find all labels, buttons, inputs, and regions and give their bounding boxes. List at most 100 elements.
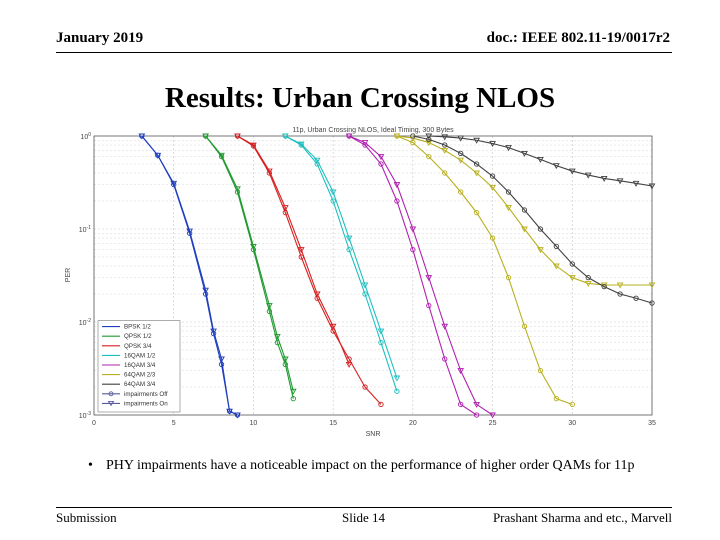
data-point [394, 198, 400, 204]
data-point [210, 328, 217, 335]
x-tick-label: 35 [648, 420, 656, 427]
data-point [521, 323, 528, 329]
data-point [218, 356, 225, 363]
data-point [202, 133, 209, 140]
data-point [569, 261, 575, 267]
data-point [202, 287, 209, 294]
data-point [601, 283, 607, 290]
data-point [378, 161, 384, 167]
data-point [234, 186, 241, 193]
data-point [632, 180, 640, 187]
legend-label: QPSK 3/4 [124, 343, 152, 350]
data-point [457, 157, 465, 164]
y-tick-label: 100 [80, 132, 91, 141]
data-point [297, 141, 305, 148]
data-point [346, 246, 352, 253]
data-point [537, 247, 544, 254]
data-point [441, 323, 449, 330]
data-point [393, 375, 401, 382]
data-point [218, 152, 225, 159]
data-point [568, 168, 576, 175]
series-line [412, 135, 653, 304]
data-point [345, 133, 353, 140]
data-point [410, 133, 416, 139]
data-point [489, 235, 496, 241]
data-point [553, 395, 559, 402]
data-point [648, 282, 656, 289]
data-point [393, 182, 401, 189]
footer-author: Prashant Sharma and etc., Marvell [492, 510, 672, 525]
data-point [584, 280, 592, 287]
bullet-text: PHY impairments have a noticeable impact… [106, 458, 635, 473]
header-doc-id: doc.: IEEE 802.11-19/0017r2 [486, 30, 670, 46]
data-point [290, 395, 296, 402]
data-point [186, 228, 194, 235]
axis-ticks: 0 5 10 15 20 25 30 35 100 10-1 10-2 10-3 [79, 132, 656, 427]
data-point [473, 209, 480, 216]
data-point [521, 226, 528, 233]
x-tick-label: 10 [250, 420, 258, 427]
chart-title: 11p, Urban Crossing NLOS, Ideal Timing, … [292, 127, 454, 134]
data-point [266, 168, 273, 175]
data-point [505, 145, 512, 152]
data-point [600, 175, 608, 182]
data-point [616, 178, 624, 185]
data-point [489, 141, 496, 148]
data-point [537, 226, 544, 232]
data-point [617, 291, 623, 297]
bullet-dot: • [88, 458, 93, 473]
data-point [521, 150, 528, 157]
legend-marker [107, 400, 115, 407]
data-point [377, 328, 385, 335]
y-tick-label: 10-2 [79, 318, 91, 327]
data-point [442, 170, 448, 176]
slide-title: Results: Urban Crossing NLOS [164, 82, 556, 114]
series-line [237, 135, 382, 405]
legend-label: 64QAM 2/3 [124, 372, 156, 379]
data-point [569, 401, 575, 408]
data-point [297, 247, 305, 254]
data-point [552, 163, 560, 170]
legend-label: impairments On [124, 400, 168, 407]
data-point [361, 140, 369, 147]
data-point [313, 291, 321, 298]
data-point [410, 246, 416, 253]
data-point [361, 282, 369, 289]
data-point [537, 156, 544, 163]
data-point [345, 361, 353, 368]
data-point [585, 274, 591, 281]
series-line [205, 135, 294, 392]
chart-legend: BPSK 1/2 QPSK 1/2 QPSK 3/4 16QAM 1/2 16QAM 3… [97, 320, 181, 413]
data-point [489, 173, 496, 179]
legend-label: QPSK 1/2 [124, 333, 152, 340]
data-point [425, 140, 433, 147]
data-point [441, 134, 449, 141]
data-point [442, 356, 448, 362]
y-tick-label: 10-1 [79, 225, 91, 234]
legend-marker [108, 391, 114, 397]
data-point [457, 368, 465, 375]
data-point [568, 275, 576, 282]
series-line [205, 135, 294, 399]
data-point [378, 401, 384, 408]
data-point [489, 412, 496, 419]
data-point [442, 142, 448, 148]
x-tick-label: 25 [489, 420, 497, 427]
data-point [234, 412, 241, 419]
footer-rule [56, 507, 672, 508]
data-point [250, 142, 257, 149]
data-point [281, 133, 289, 140]
data-point [393, 133, 401, 140]
data-point [537, 367, 544, 374]
data-point [138, 133, 146, 140]
data-point [473, 401, 480, 408]
y-tick-label: 10-3 [79, 411, 91, 420]
data-point [345, 235, 353, 242]
y-axis-label: PER [65, 268, 72, 282]
data-point [473, 170, 480, 177]
data-point [649, 300, 655, 306]
data-point [250, 243, 257, 250]
data-point [281, 356, 289, 363]
data-point [584, 172, 592, 179]
data-point [552, 263, 560, 270]
